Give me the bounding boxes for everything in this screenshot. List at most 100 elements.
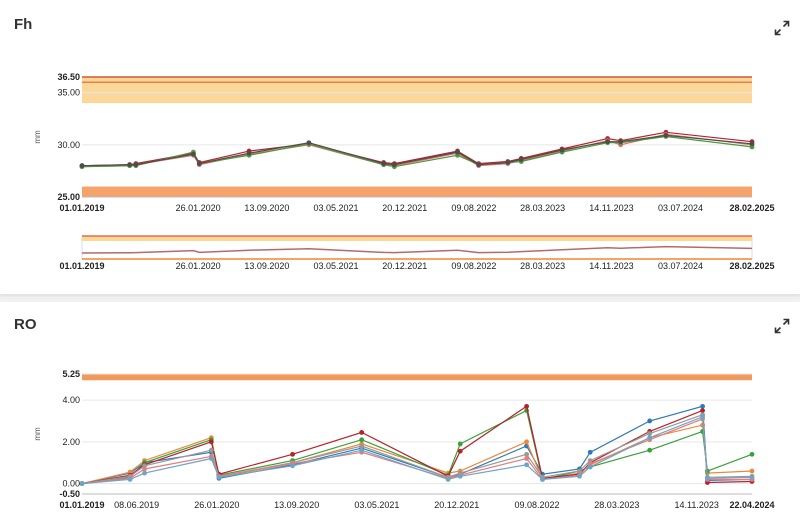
- fh-data-point: [306, 140, 312, 146]
- ro-data-point: [700, 414, 705, 420]
- fh-navigator-x-tick-label: 20.12.2021: [382, 261, 427, 271]
- fh-navigator-x-tick-label: 03.07.2024: [658, 261, 703, 271]
- ro-data-point: [700, 408, 705, 413]
- fh-navigator-x-tick-label: 14.11.2023: [589, 261, 633, 271]
- fh-data-point: [455, 149, 460, 155]
- ro-data-point: [445, 476, 451, 482]
- ro-data-point: [524, 403, 529, 409]
- fh-data-point: [749, 141, 755, 147]
- fh-navigator-x-tick-label: 28.03.2023: [520, 261, 565, 271]
- ro-data-point: [524, 451, 529, 457]
- fh-x-tick-label: 03.07.2024: [658, 203, 703, 213]
- ro-data-point: [79, 481, 85, 486]
- ro-data-point: [749, 474, 755, 480]
- ro-data-point: [142, 466, 147, 472]
- ro-series-line: [81, 405, 753, 485]
- fh-y-tick-label: 36.50: [57, 72, 80, 82]
- ro-data-point: [540, 476, 545, 482]
- ro-data-point: [457, 473, 463, 479]
- ro-data-point: [208, 447, 214, 453]
- fh-x-tick-label: 28.02.2025: [729, 203, 774, 213]
- fh-navigator-x-tick-label: 26.01.2020: [176, 261, 221, 271]
- fh-plot-band: [82, 186, 752, 197]
- ro-data-point: [577, 473, 582, 479]
- ro-data-point: [749, 468, 755, 474]
- fh-card: Fh 25.00 30.00 35.00 36.50 mm 01.01.2019 26.01…: [0, 0, 800, 295]
- fh-chart: 25.00 30.00 35.00 36.50 mm 01.01.2019 26.01.20…: [33, 72, 775, 271]
- ro-x-tick-label: 28.03.2023: [594, 500, 639, 510]
- ro-x-tick-label: 22.04.2024: [729, 500, 774, 510]
- ro-plot-band: [82, 374, 752, 381]
- ro-data-point: [359, 447, 365, 453]
- fh-data-point: [505, 160, 511, 165]
- fh-data-point: [518, 157, 524, 162]
- fh-data-point: [605, 139, 610, 145]
- ro-data-point: [524, 456, 529, 461]
- ro-data-point: [457, 441, 463, 447]
- fh-data-point: [190, 151, 196, 157]
- fh-data-point: [663, 133, 669, 138]
- fh-data-point: [381, 161, 387, 167]
- fh-data-point: [391, 162, 397, 168]
- ro-x-tick-label: 14.11.2023: [674, 500, 718, 510]
- ro-data-point: [700, 403, 705, 409]
- ro-data-point: [577, 468, 582, 474]
- ro-x-tick-label: 09.08.2022: [514, 500, 559, 510]
- ro-data-point: [647, 447, 653, 453]
- ro-series-line: [81, 405, 753, 485]
- fh-navigator-x-tick-label: 28.02.2025: [729, 261, 774, 271]
- fh-navigator-band: [82, 236, 752, 241]
- ro-data-point: [359, 430, 365, 435]
- ro-y-tick-label: 4.00: [62, 395, 80, 405]
- fh-x-tick-label: 09.08.2022: [451, 203, 496, 213]
- ro-x-tick-label: 08.06.2019: [114, 500, 159, 510]
- ro-data-point: [359, 443, 365, 449]
- fh-y-axis-label: mm: [33, 130, 42, 144]
- ro-data-point: [587, 464, 593, 470]
- fh-data-point: [618, 139, 624, 145]
- ro-data-point: [127, 476, 133, 482]
- ro-data-point: [142, 470, 147, 476]
- fh-navigator-x-tick-label: 01.01.2019: [59, 261, 104, 271]
- ro-data-point: [524, 462, 529, 468]
- fh-navigator-x-tick-label: 09.08.2022: [451, 261, 496, 271]
- fh-navigator-x-tick-label: 13.09.2020: [244, 261, 289, 271]
- fh-data-point: [133, 162, 139, 168]
- fh-x-tick-label: 13.09.2020: [244, 203, 289, 213]
- ro-chart: -0.500.00 2.00 4.00 5.25 mm 01.01.2019 08.06.2…: [33, 369, 775, 510]
- ro-expand-icon[interactable]: [774, 318, 790, 334]
- fh-expand-icon[interactable]: [774, 20, 790, 36]
- ro-data-point: [208, 439, 214, 445]
- ro-card: RO -0.50 0.00 2.00 4.00 5.25 mm 01.01.2019 08.0…: [0, 302, 800, 524]
- fh-data-point: [127, 162, 133, 168]
- fh-navigator-series-line: [81, 245, 753, 254]
- ro-data-point: [290, 451, 295, 457]
- ro-data-point: [208, 456, 214, 461]
- ro-y-tick-label: 0.00: [62, 479, 80, 489]
- fh-card-title: Fh: [14, 16, 33, 33]
- fh-data-point: [476, 162, 482, 168]
- fh-navigator-x-tick-label: 03.05.2021: [313, 261, 358, 271]
- ro-x-tick-label: 26.01.2020: [194, 500, 239, 510]
- ro-x-tick-label: 20.12.2021: [434, 500, 479, 510]
- fh-x-tick-label: 01.01.2019: [59, 203, 104, 213]
- fh-x-tick-label: 14.11.2023: [589, 203, 633, 213]
- ro-data-point: [359, 437, 365, 443]
- fh-plot-band: [82, 77, 752, 104]
- ro-data-point: [587, 449, 593, 455]
- ro-data-point: [647, 418, 653, 424]
- fh-y-tick-label: 35.00: [57, 88, 80, 98]
- ro-data-point: [216, 474, 222, 480]
- ro-data-point: [290, 463, 295, 469]
- ro-data-point: [647, 435, 653, 441]
- fh-series-line: [81, 135, 753, 168]
- fh-x-tick-label: 26.01.2020: [176, 203, 221, 213]
- ro-x-tick-label: 01.01.2019: [59, 500, 104, 510]
- fh-y-tick-label: 25.00: [57, 192, 80, 202]
- ro-data-point: [524, 439, 529, 445]
- ro-x-tick-label: 13.09.2020: [274, 500, 319, 510]
- ro-y-tick-label: 2.00: [62, 437, 80, 447]
- ro-data-point: [705, 475, 710, 481]
- ro-data-point: [647, 431, 653, 436]
- fh-y-tick-label: 30.00: [57, 140, 80, 150]
